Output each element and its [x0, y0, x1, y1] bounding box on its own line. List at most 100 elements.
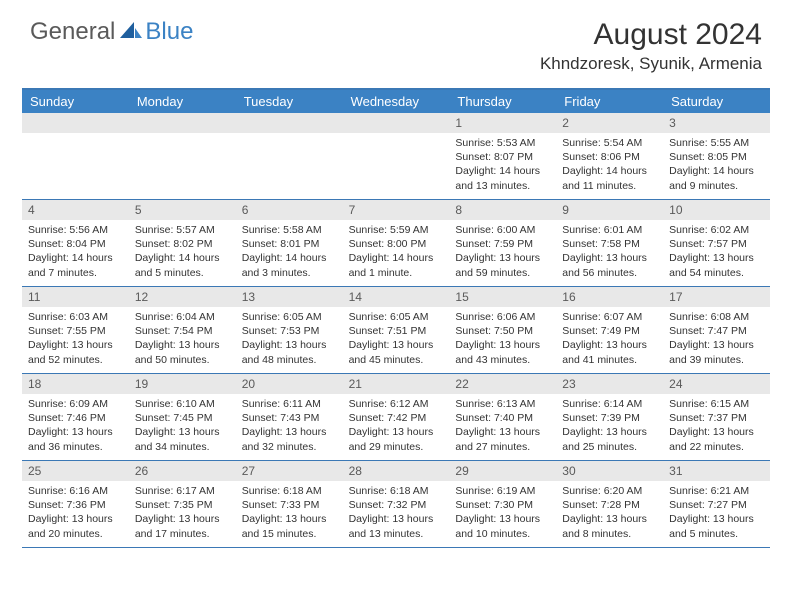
day-number: 27: [236, 461, 343, 481]
daylight-line: Daylight: 13 hours and 48 minutes.: [242, 338, 337, 366]
sunset-line: Sunset: 8:00 PM: [349, 237, 444, 251]
daylight-line: Daylight: 14 hours and 11 minutes.: [562, 164, 657, 192]
day-body: Sunrise: 6:15 AMSunset: 7:37 PMDaylight:…: [663, 394, 770, 460]
day-cell: 18Sunrise: 6:09 AMSunset: 7:46 PMDayligh…: [22, 374, 129, 460]
day-body: Sunrise: 6:05 AMSunset: 7:53 PMDaylight:…: [236, 307, 343, 373]
sunrise-line: Sunrise: 6:11 AM: [242, 397, 337, 411]
week-row: 1Sunrise: 5:53 AMSunset: 8:07 PMDaylight…: [22, 113, 770, 200]
logo-text-general: General: [30, 18, 115, 46]
day-number: 24: [663, 374, 770, 394]
sunset-line: Sunset: 8:02 PM: [135, 237, 230, 251]
day-cell: 12Sunrise: 6:04 AMSunset: 7:54 PMDayligh…: [129, 287, 236, 373]
sunset-line: Sunset: 7:49 PM: [562, 324, 657, 338]
day-number: 2: [556, 113, 663, 133]
daylight-line: Daylight: 13 hours and 25 minutes.: [562, 425, 657, 453]
day-number: 1: [449, 113, 556, 133]
sunset-line: Sunset: 7:46 PM: [28, 411, 123, 425]
day-number: 25: [22, 461, 129, 481]
sunset-line: Sunset: 7:45 PM: [135, 411, 230, 425]
day-cell: 24Sunrise: 6:15 AMSunset: 7:37 PMDayligh…: [663, 374, 770, 460]
day-body: Sunrise: 6:00 AMSunset: 7:59 PMDaylight:…: [449, 220, 556, 286]
sunrise-line: Sunrise: 6:21 AM: [669, 484, 764, 498]
sunset-line: Sunset: 7:42 PM: [349, 411, 444, 425]
day-body: Sunrise: 6:05 AMSunset: 7:51 PMDaylight:…: [343, 307, 450, 373]
header: General Blue August 2024 Khndzoresk, Syu…: [0, 0, 792, 82]
daylight-line: Daylight: 13 hours and 54 minutes.: [669, 251, 764, 279]
day-cell: 29Sunrise: 6:19 AMSunset: 7:30 PMDayligh…: [449, 461, 556, 547]
day-cell: 17Sunrise: 6:08 AMSunset: 7:47 PMDayligh…: [663, 287, 770, 373]
day-body: Sunrise: 6:06 AMSunset: 7:50 PMDaylight:…: [449, 307, 556, 373]
day-number: 6: [236, 200, 343, 220]
day-number: 21: [343, 374, 450, 394]
daylight-line: Daylight: 13 hours and 50 minutes.: [135, 338, 230, 366]
sunrise-line: Sunrise: 6:15 AM: [669, 397, 764, 411]
daylight-line: Daylight: 13 hours and 10 minutes.: [455, 512, 550, 540]
daylight-line: Daylight: 13 hours and 32 minutes.: [242, 425, 337, 453]
sunrise-line: Sunrise: 5:58 AM: [242, 223, 337, 237]
sunset-line: Sunset: 7:39 PM: [562, 411, 657, 425]
sunset-line: Sunset: 7:30 PM: [455, 498, 550, 512]
sunset-line: Sunset: 7:40 PM: [455, 411, 550, 425]
sunrise-line: Sunrise: 5:54 AM: [562, 136, 657, 150]
day-cell: 10Sunrise: 6:02 AMSunset: 7:57 PMDayligh…: [663, 200, 770, 286]
sunrise-line: Sunrise: 6:07 AM: [562, 310, 657, 324]
day-body: Sunrise: 6:10 AMSunset: 7:45 PMDaylight:…: [129, 394, 236, 460]
day-body: Sunrise: 5:53 AMSunset: 8:07 PMDaylight:…: [449, 133, 556, 199]
sunset-line: Sunset: 8:04 PM: [28, 237, 123, 251]
weekday-header: Monday: [129, 90, 236, 113]
daylight-line: Daylight: 14 hours and 5 minutes.: [135, 251, 230, 279]
day-body: Sunrise: 6:11 AMSunset: 7:43 PMDaylight:…: [236, 394, 343, 460]
day-body: Sunrise: 6:03 AMSunset: 7:55 PMDaylight:…: [22, 307, 129, 373]
weekday-header: Wednesday: [343, 90, 450, 113]
daylight-line: Daylight: 13 hours and 5 minutes.: [669, 512, 764, 540]
daylight-line: Daylight: 13 hours and 29 minutes.: [349, 425, 444, 453]
sunset-line: Sunset: 7:27 PM: [669, 498, 764, 512]
month-title: August 2024: [540, 18, 762, 52]
sunrise-line: Sunrise: 5:57 AM: [135, 223, 230, 237]
day-body: Sunrise: 6:19 AMSunset: 7:30 PMDaylight:…: [449, 481, 556, 547]
day-cell: 28Sunrise: 6:18 AMSunset: 7:32 PMDayligh…: [343, 461, 450, 547]
sunrise-line: Sunrise: 6:03 AM: [28, 310, 123, 324]
day-cell: 11Sunrise: 6:03 AMSunset: 7:55 PMDayligh…: [22, 287, 129, 373]
daylight-line: Daylight: 13 hours and 59 minutes.: [455, 251, 550, 279]
day-cell: 20Sunrise: 6:11 AMSunset: 7:43 PMDayligh…: [236, 374, 343, 460]
day-cell: 21Sunrise: 6:12 AMSunset: 7:42 PMDayligh…: [343, 374, 450, 460]
day-body: Sunrise: 6:08 AMSunset: 7:47 PMDaylight:…: [663, 307, 770, 373]
daylight-line: Daylight: 13 hours and 56 minutes.: [562, 251, 657, 279]
sunset-line: Sunset: 7:58 PM: [562, 237, 657, 251]
day-cell: 22Sunrise: 6:13 AMSunset: 7:40 PMDayligh…: [449, 374, 556, 460]
day-body: Sunrise: 6:02 AMSunset: 7:57 PMDaylight:…: [663, 220, 770, 286]
day-number: 30: [556, 461, 663, 481]
day-cell: 30Sunrise: 6:20 AMSunset: 7:28 PMDayligh…: [556, 461, 663, 547]
day-number: 11: [22, 287, 129, 307]
daylight-line: Daylight: 13 hours and 34 minutes.: [135, 425, 230, 453]
day-cell: [236, 113, 343, 199]
daylight-line: Daylight: 13 hours and 41 minutes.: [562, 338, 657, 366]
sunset-line: Sunset: 7:57 PM: [669, 237, 764, 251]
day-number: [236, 113, 343, 133]
daylight-line: Daylight: 14 hours and 7 minutes.: [28, 251, 123, 279]
day-number: 4: [22, 200, 129, 220]
daylight-line: Daylight: 13 hours and 20 minutes.: [28, 512, 123, 540]
day-number: 13: [236, 287, 343, 307]
day-cell: 3Sunrise: 5:55 AMSunset: 8:05 PMDaylight…: [663, 113, 770, 199]
sunset-line: Sunset: 7:43 PM: [242, 411, 337, 425]
day-number: 17: [663, 287, 770, 307]
day-body: Sunrise: 6:09 AMSunset: 7:46 PMDaylight:…: [22, 394, 129, 460]
sunrise-line: Sunrise: 5:59 AM: [349, 223, 444, 237]
location: Khndzoresk, Syunik, Armenia: [540, 54, 762, 74]
day-body: Sunrise: 6:14 AMSunset: 7:39 PMDaylight:…: [556, 394, 663, 460]
day-cell: 16Sunrise: 6:07 AMSunset: 7:49 PMDayligh…: [556, 287, 663, 373]
weekday-header: Sunday: [22, 90, 129, 113]
day-body: Sunrise: 6:07 AMSunset: 7:49 PMDaylight:…: [556, 307, 663, 373]
day-cell: 5Sunrise: 5:57 AMSunset: 8:02 PMDaylight…: [129, 200, 236, 286]
day-body: Sunrise: 6:21 AMSunset: 7:27 PMDaylight:…: [663, 481, 770, 547]
sunrise-line: Sunrise: 6:02 AM: [669, 223, 764, 237]
logo-sail-icon: [120, 20, 142, 45]
day-cell: 4Sunrise: 5:56 AMSunset: 8:04 PMDaylight…: [22, 200, 129, 286]
day-cell: 25Sunrise: 6:16 AMSunset: 7:36 PMDayligh…: [22, 461, 129, 547]
sunrise-line: Sunrise: 6:08 AM: [669, 310, 764, 324]
day-number: 3: [663, 113, 770, 133]
sunset-line: Sunset: 7:50 PM: [455, 324, 550, 338]
sunrise-line: Sunrise: 6:17 AM: [135, 484, 230, 498]
